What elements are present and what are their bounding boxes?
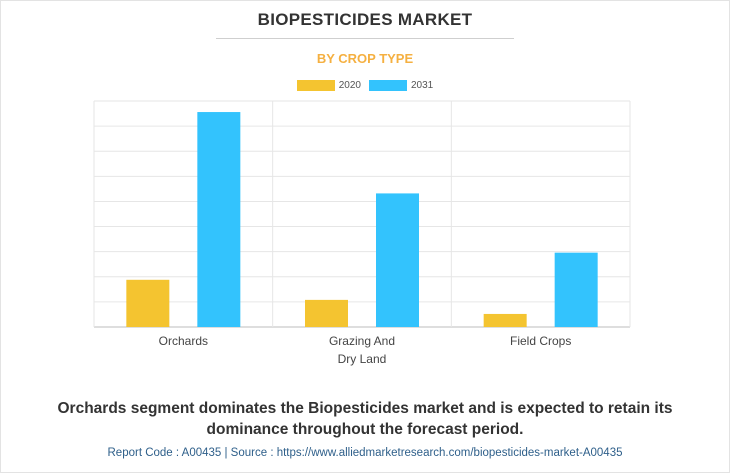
report-source-footer[interactable]: Report Code : A00435 | Source : https://… [107, 447, 623, 459]
legend-label-2031: 2031 [411, 80, 434, 91]
bar-chart: Orchards Grazing And Dry Land Field Crops [93, 100, 631, 366]
x-tick-label: Grazing And Dry Land [329, 334, 395, 366]
x-tick-label: Field Crops [510, 334, 571, 348]
x-axis-labels: Orchards Grazing And Dry Land Field Crops [159, 334, 572, 366]
bar-2031-1[interactable] [376, 193, 419, 327]
legend-swatch-2031 [369, 80, 407, 91]
chart-subtitle: BY CROP TYPE [316, 51, 414, 66]
chart-title: BIOPESTICIDES MARKET [257, 10, 473, 29]
legend-label-2020: 2020 [338, 80, 361, 91]
chart-legend: 2020 2031 [0, 80, 730, 91]
grid-layer [93, 100, 631, 328]
bar-2020-1[interactable] [305, 299, 348, 327]
x-tick-label: Orchards [159, 334, 208, 348]
legend-swatch-2020 [296, 80, 335, 91]
bar-2020-2[interactable] [483, 313, 527, 327]
legend-item-2031[interactable]: 2031 [369, 80, 433, 91]
chart-caption: Orchards segment dominates the Biopestic… [57, 400, 673, 438]
title-divider [216, 38, 514, 39]
bar-2031-2[interactable] [554, 252, 598, 327]
bar-2020-0[interactable] [126, 279, 170, 327]
legend-item-2020[interactable]: 2020 [296, 80, 361, 91]
bar-2031-0[interactable] [197, 112, 241, 327]
bar-layer [126, 112, 598, 327]
